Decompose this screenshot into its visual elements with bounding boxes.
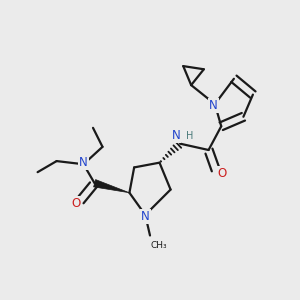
Text: H: H bbox=[186, 131, 193, 141]
Polygon shape bbox=[94, 180, 129, 193]
Text: N: N bbox=[79, 156, 88, 169]
Text: O: O bbox=[218, 167, 227, 180]
Text: N: N bbox=[172, 129, 180, 142]
Text: O: O bbox=[71, 197, 80, 210]
Text: N: N bbox=[141, 210, 150, 223]
Text: N: N bbox=[209, 99, 218, 112]
Text: CH₃: CH₃ bbox=[150, 241, 166, 250]
